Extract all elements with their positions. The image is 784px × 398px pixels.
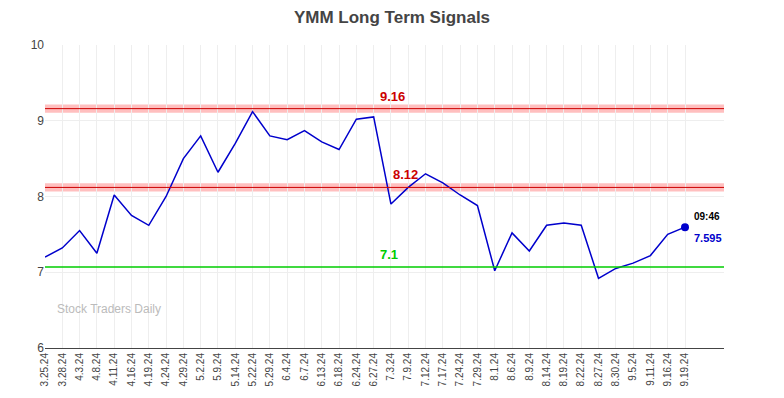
svg-text:8.19.24: 8.19.24 — [558, 353, 569, 387]
svg-text:5.29.24: 5.29.24 — [264, 353, 275, 387]
svg-text:9.16.24: 9.16.24 — [662, 353, 673, 387]
svg-text:5.14.24: 5.14.24 — [230, 353, 241, 387]
svg-text:9: 9 — [37, 114, 44, 128]
svg-text:6.27.24: 6.27.24 — [368, 353, 379, 387]
svg-text:6: 6 — [37, 341, 44, 355]
svg-text:9.5.24: 9.5.24 — [627, 353, 638, 381]
svg-text:9.19.24: 9.19.24 — [679, 353, 690, 387]
svg-text:3.25.24: 3.25.24 — [39, 353, 50, 387]
svg-text:7.9.24: 7.9.24 — [402, 353, 413, 381]
svg-text:6.4.24: 6.4.24 — [281, 353, 292, 381]
svg-text:5.22.24: 5.22.24 — [247, 353, 258, 387]
svg-text:4.11.24: 4.11.24 — [108, 353, 119, 386]
svg-text:10: 10 — [31, 38, 45, 52]
svg-text:09:46: 09:46 — [694, 211, 720, 222]
svg-text:7.17.24: 7.17.24 — [437, 353, 448, 387]
svg-text:4.8.24: 4.8.24 — [91, 353, 102, 381]
svg-text:7.3.24: 7.3.24 — [385, 353, 396, 381]
svg-text:4.29.24: 4.29.24 — [178, 353, 189, 387]
svg-text:5.9.24: 5.9.24 — [212, 353, 223, 381]
svg-text:7: 7 — [37, 265, 44, 279]
svg-text:7.12.24: 7.12.24 — [420, 353, 431, 387]
svg-text:7.1: 7.1 — [380, 247, 398, 262]
svg-text:8.12: 8.12 — [393, 167, 418, 182]
svg-text:9.11.24: 9.11.24 — [645, 353, 656, 386]
svg-text:7.595: 7.595 — [694, 232, 722, 244]
svg-text:Stock Traders Daily: Stock Traders Daily — [57, 302, 161, 316]
svg-text:8.27.24: 8.27.24 — [593, 353, 604, 387]
svg-text:8.1.24: 8.1.24 — [489, 353, 500, 381]
svg-text:8.22.24: 8.22.24 — [575, 353, 586, 387]
svg-text:8: 8 — [37, 190, 44, 204]
svg-text:3.28.24: 3.28.24 — [57, 353, 68, 387]
svg-text:6.7.24: 6.7.24 — [299, 353, 310, 381]
svg-text:6.18.24: 6.18.24 — [333, 353, 344, 387]
svg-text:5.2.24: 5.2.24 — [195, 353, 206, 381]
svg-text:8.14.24: 8.14.24 — [541, 353, 552, 387]
svg-text:4.3.24: 4.3.24 — [74, 353, 85, 381]
svg-text:YMM Long Term Signals: YMM Long Term Signals — [294, 8, 490, 27]
svg-text:7.24.24: 7.24.24 — [454, 353, 465, 387]
svg-text:9.16: 9.16 — [380, 89, 405, 104]
svg-text:6.13.24: 6.13.24 — [316, 353, 327, 387]
svg-text:8.6.24: 8.6.24 — [506, 353, 517, 381]
svg-text:8.9.24: 8.9.24 — [524, 353, 535, 381]
svg-text:4.24.24: 4.24.24 — [160, 353, 171, 387]
svg-text:7.29.24: 7.29.24 — [472, 353, 483, 387]
svg-text:8.30.24: 8.30.24 — [610, 353, 621, 387]
svg-text:4.19.24: 4.19.24 — [143, 353, 154, 387]
svg-text:4.16.24: 4.16.24 — [126, 353, 137, 387]
svg-text:6.24.24: 6.24.24 — [351, 353, 362, 387]
